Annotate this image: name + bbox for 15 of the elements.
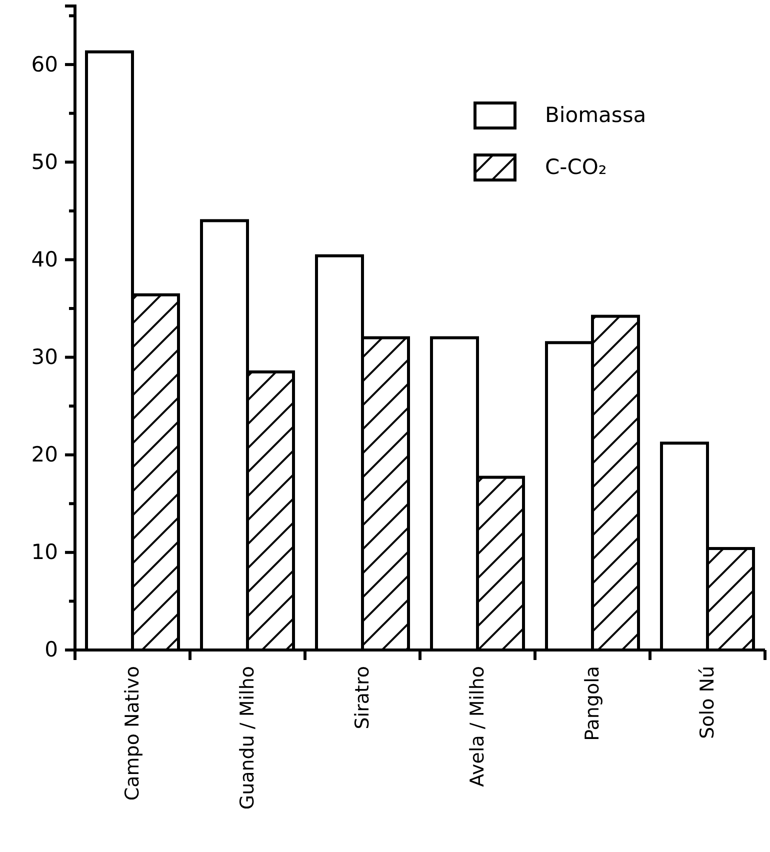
y-tick-label: 60: [31, 52, 58, 76]
x-tick-label: Avela / Milho: [466, 666, 488, 787]
y-tick-label: 20: [31, 442, 58, 467]
x-tick-label: Siratro: [352, 666, 374, 730]
x-tick-label: Guandu / Milho: [236, 666, 258, 810]
x-tick-label: Solo Nú: [696, 666, 718, 739]
y-tick-label: 30: [31, 344, 58, 369]
y-tick-label: 0: [44, 638, 58, 662]
legend-label: Biomassa: [545, 103, 646, 127]
x-tick-label: Pangola: [582, 666, 604, 741]
legend-label: C-CO₂: [545, 155, 607, 179]
y-tick-label: 50: [31, 150, 58, 174]
y-tick-label: 40: [31, 247, 58, 272]
y-tick-label: 10: [31, 540, 58, 564]
x-tick-label: Campo Nativo: [122, 666, 144, 801]
